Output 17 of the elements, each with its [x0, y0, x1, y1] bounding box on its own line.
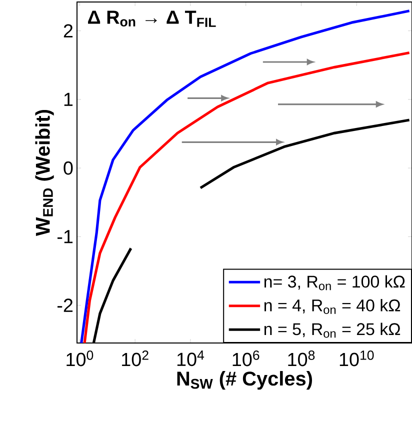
y-axis-title: W$_{END}$ (Weibit) — [34, 110, 54, 236]
x-axis-title: N$_{SW}$ (# Cycles) — [177, 371, 312, 390]
y-tick-label: 0 — [63, 161, 72, 175]
y-tick-label: -1 — [57, 230, 72, 244]
legend-label: n= 3, R$_{on}$ = 100 kΩ — [264, 275, 405, 290]
legend-label: n = 5, R$_{on}$ = 25 kΩ — [264, 322, 400, 338]
x-tick-label: 10$^{10}$ — [340, 350, 374, 366]
legend-label: n = 4, R$_{on}$ = 40 kΩ — [264, 298, 400, 314]
annotation: Δ R$_{on}$ → Δ T$_{FIL}$ — [88, 10, 216, 27]
x-tick-label: 10$^{4}$ — [177, 350, 204, 366]
x-tick-label: 10$^{6}$ — [232, 350, 259, 366]
x-tick-label: 10$^{2}$ — [122, 350, 148, 366]
x-tick-label: 10$^{0}$ — [66, 350, 93, 366]
y-tick-label: 1 — [64, 92, 72, 106]
x-tick-label: 10$^{8}$ — [288, 350, 314, 366]
y-tick-label: 2 — [64, 24, 72, 38]
y-tick-label: -2 — [57, 298, 72, 312]
